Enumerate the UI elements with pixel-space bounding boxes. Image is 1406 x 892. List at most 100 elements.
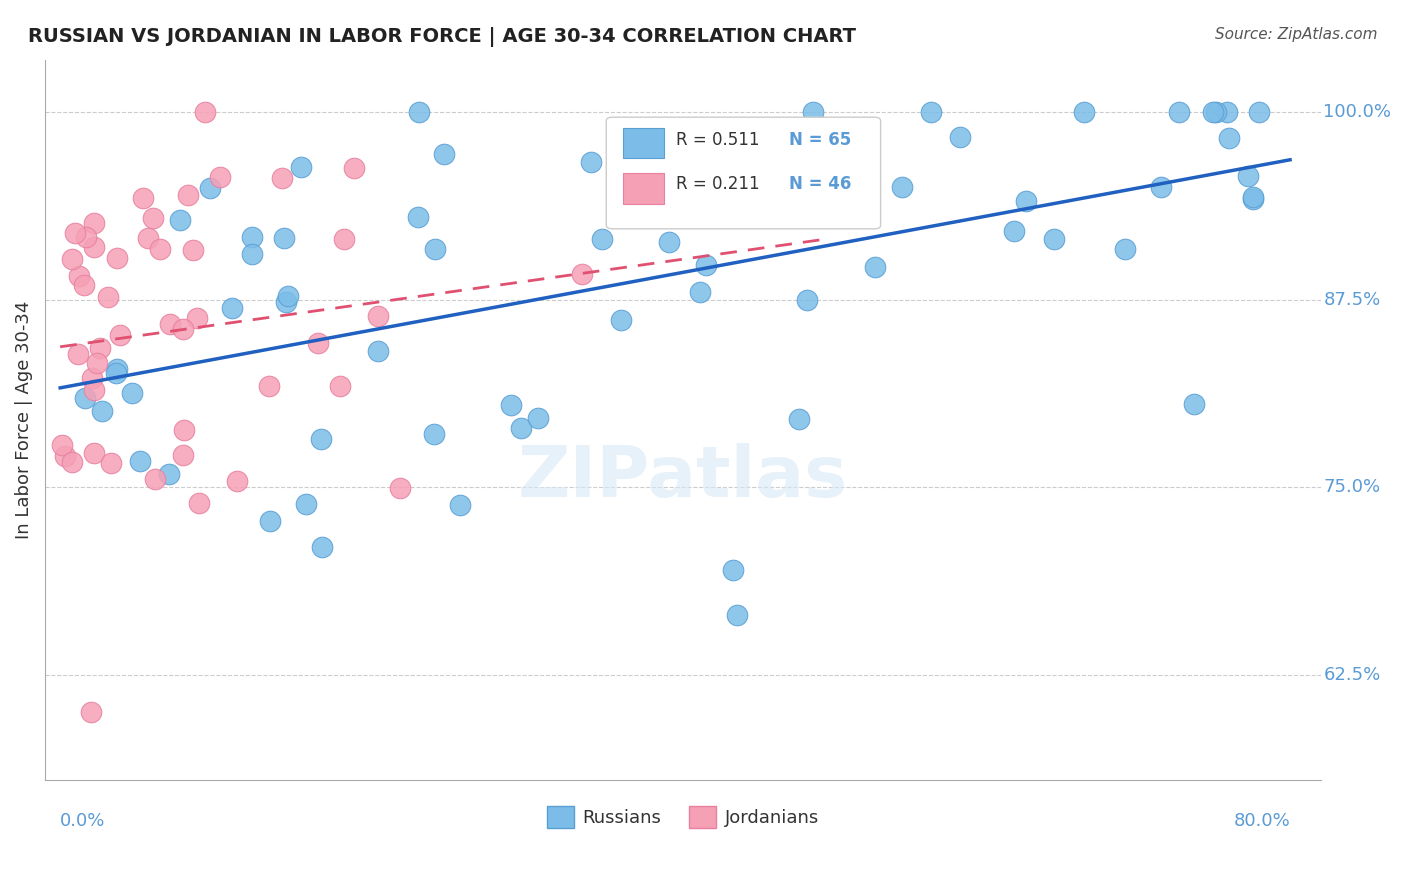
Point — [682, 127, 704, 141]
Text: 62.5%: 62.5% — [1323, 665, 1381, 683]
Point — [343, 161, 366, 175]
Point — [83, 383, 105, 397]
Point — [785, 206, 807, 220]
Point — [143, 471, 166, 485]
Point — [509, 421, 531, 435]
Point — [132, 191, 155, 205]
Point — [67, 347, 90, 361]
Point — [60, 455, 83, 469]
Point — [259, 514, 281, 528]
Point — [129, 454, 152, 468]
Point — [408, 210, 430, 224]
Point — [527, 410, 550, 425]
Point — [83, 446, 105, 460]
Point — [721, 562, 744, 576]
Point — [240, 230, 263, 244]
Point — [863, 260, 886, 275]
Point — [290, 160, 312, 174]
Text: 75.0%: 75.0% — [1323, 478, 1381, 496]
Point — [105, 252, 128, 266]
Point — [1167, 105, 1189, 120]
Text: RUSSIAN VS JORDANIAN IN LABOR FORCE | AGE 30-34 CORRELATION CHART: RUSSIAN VS JORDANIAN IN LABOR FORCE | AG… — [28, 27, 856, 46]
Point — [149, 242, 172, 256]
Point — [581, 154, 603, 169]
Point — [173, 423, 195, 437]
Y-axis label: In Labor Force | Age 30-34: In Labor Force | Age 30-34 — [15, 301, 32, 539]
Point — [408, 105, 430, 120]
Point — [1043, 232, 1066, 246]
Point — [257, 379, 280, 393]
Point — [75, 392, 97, 406]
Point — [1114, 242, 1136, 256]
Text: 100.0%: 100.0% — [1323, 103, 1392, 121]
Text: 87.5%: 87.5% — [1323, 291, 1381, 309]
Point — [294, 498, 316, 512]
Point — [789, 412, 811, 426]
Text: R = 0.211: R = 0.211 — [676, 175, 761, 194]
Point — [209, 170, 232, 185]
Point — [1241, 192, 1264, 206]
Point — [73, 278, 96, 293]
Point — [1241, 190, 1264, 204]
Point — [329, 379, 352, 393]
Point — [571, 267, 593, 281]
Point — [221, 301, 243, 315]
Point — [307, 336, 329, 351]
Bar — [623, 128, 664, 158]
Point — [1249, 105, 1271, 120]
Point — [157, 467, 180, 481]
Point — [1182, 396, 1205, 410]
Point — [1216, 105, 1239, 120]
Text: N = 65: N = 65 — [789, 130, 851, 149]
Point — [890, 180, 912, 194]
Point — [277, 289, 299, 303]
Point — [949, 129, 972, 144]
Text: 0.0%: 0.0% — [60, 812, 105, 830]
Point — [188, 496, 211, 510]
Point — [367, 309, 389, 323]
Point — [432, 147, 454, 161]
Point — [1015, 194, 1038, 208]
Point — [240, 247, 263, 261]
Text: Source: ZipAtlas.com: Source: ZipAtlas.com — [1215, 27, 1378, 42]
Point — [271, 171, 294, 186]
Point — [499, 398, 522, 412]
Point — [121, 386, 143, 401]
Point — [333, 232, 356, 246]
Point — [610, 313, 633, 327]
Point — [388, 481, 411, 495]
Text: 80.0%: 80.0% — [1233, 812, 1291, 830]
Point — [1236, 169, 1258, 183]
Point — [91, 404, 114, 418]
Point — [80, 705, 103, 719]
Point — [110, 328, 132, 343]
Point — [89, 341, 111, 355]
Point — [142, 211, 165, 225]
FancyBboxPatch shape — [606, 117, 880, 229]
Point — [105, 361, 128, 376]
Point — [138, 231, 160, 245]
Point — [785, 125, 807, 139]
Text: R = 0.511: R = 0.511 — [676, 130, 759, 149]
Point — [80, 371, 103, 385]
Point — [60, 252, 83, 266]
Point — [778, 124, 800, 138]
Point — [194, 105, 217, 120]
Bar — [623, 173, 664, 203]
Point — [97, 289, 120, 303]
Point — [83, 240, 105, 254]
Point — [423, 242, 446, 256]
Point — [53, 449, 76, 463]
Point — [100, 456, 122, 470]
Point — [63, 227, 86, 241]
Point — [172, 448, 194, 462]
Point — [920, 105, 942, 120]
Point — [225, 474, 247, 488]
Text: N = 46: N = 46 — [789, 175, 851, 194]
Point — [83, 216, 105, 230]
Point — [311, 432, 333, 446]
Point — [75, 229, 97, 244]
Point — [181, 244, 204, 258]
Point — [689, 285, 711, 300]
Point — [658, 235, 681, 250]
